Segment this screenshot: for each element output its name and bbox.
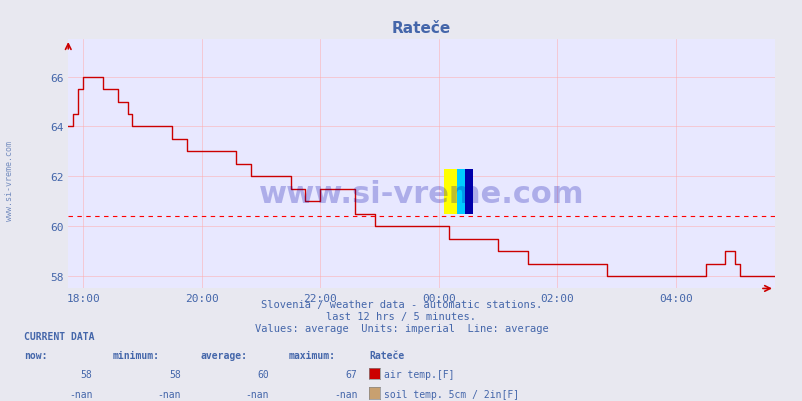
Bar [456, 169, 464, 214]
Bar [444, 169, 456, 214]
Text: minimum:: minimum: [112, 350, 160, 360]
Text: 67: 67 [345, 369, 357, 379]
Text: -nan: -nan [69, 389, 92, 399]
Text: maximum:: maximum: [289, 350, 336, 360]
Text: 58: 58 [80, 369, 92, 379]
Text: Slovenia / weather data - automatic stations.: Slovenia / weather data - automatic stat… [261, 299, 541, 309]
Bar [464, 169, 473, 214]
Text: now:: now: [24, 350, 47, 360]
Text: CURRENT DATA: CURRENT DATA [24, 331, 95, 341]
Text: 58: 58 [168, 369, 180, 379]
Text: www.si-vreme.com: www.si-vreme.com [5, 140, 14, 221]
Text: average:: average: [200, 350, 248, 360]
Text: -nan: -nan [334, 389, 357, 399]
Title: Rateče: Rateče [391, 21, 451, 36]
Text: Rateče: Rateče [369, 350, 404, 360]
Text: last 12 hrs / 5 minutes.: last 12 hrs / 5 minutes. [326, 311, 476, 321]
Text: Values: average  Units: imperial  Line: average: Values: average Units: imperial Line: av… [254, 323, 548, 333]
Text: 60: 60 [257, 369, 269, 379]
Text: air temp.[F]: air temp.[F] [383, 369, 454, 379]
Text: soil temp. 5cm / 2in[F]: soil temp. 5cm / 2in[F] [383, 389, 518, 399]
Text: -nan: -nan [157, 389, 180, 399]
Text: www.si-vreme.com: www.si-vreme.com [258, 180, 584, 209]
Text: -nan: -nan [245, 389, 269, 399]
